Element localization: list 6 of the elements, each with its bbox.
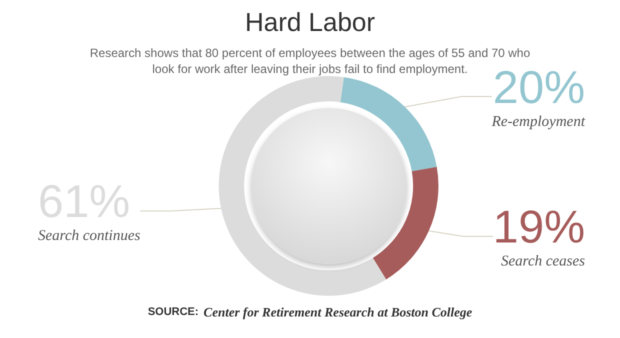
chart-title: Hard Labor xyxy=(244,7,376,37)
slice-label: Re-employment xyxy=(490,114,586,130)
slice-label: Search ceases xyxy=(501,254,586,270)
source-note: SOURCE: Center for Retirement Research at Boston College xyxy=(148,304,472,320)
slice-label: Search continues xyxy=(38,228,140,244)
data-label: 19% xyxy=(492,200,585,253)
